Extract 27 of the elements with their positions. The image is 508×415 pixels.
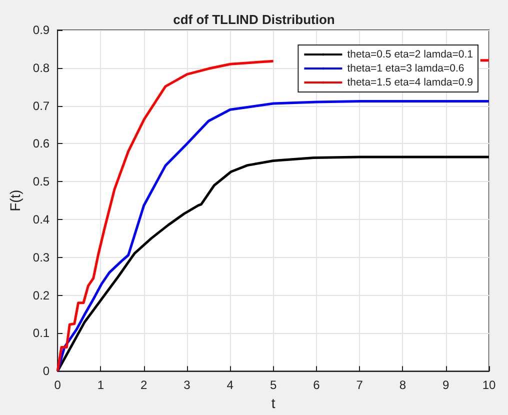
y-tick-label: 0.6	[32, 136, 50, 151]
x-tick-label: 8	[399, 378, 406, 392]
y-tick-label: 0	[42, 364, 50, 378]
x-tick-label: 3	[184, 378, 191, 392]
chart-title: cdf of TLLIND Distribution	[173, 12, 335, 27]
y-tick-label: 0.1	[32, 326, 50, 340]
legend-label: theta=1 eta=3 lamda=0.6	[347, 62, 464, 74]
y-tick-label: 0.3	[32, 250, 50, 264]
y-tick-label: 0.2	[32, 288, 50, 302]
y-tick-label: 0.7	[32, 98, 50, 113]
x-tick-label: 2	[140, 378, 148, 392]
x-tick-label: 7	[356, 378, 364, 392]
x-tick-label: 5	[270, 378, 277, 392]
y-tick-label: 0.5	[32, 174, 50, 189]
legend-label: theta=0.5 eta=2 lamda=0.1	[347, 48, 474, 60]
legend-label: theta=1.5 eta=4 lamda=0.9	[347, 76, 474, 88]
x-tick-label: 1	[97, 378, 104, 392]
y-tick-label: 0.9	[32, 23, 50, 37]
y-tick-label: 0.4	[32, 212, 50, 226]
x-tick-label: 9	[442, 378, 450, 392]
x-tick-label: 4	[226, 378, 234, 392]
x-tick-label: 0	[54, 378, 62, 392]
y-axis-title: F(t)	[7, 190, 23, 212]
x-axis-title: t	[271, 395, 276, 411]
x-tick-label: 6	[313, 378, 320, 392]
y-tick-label: 0.8	[32, 60, 50, 75]
x-tick-label: 10	[482, 378, 496, 392]
